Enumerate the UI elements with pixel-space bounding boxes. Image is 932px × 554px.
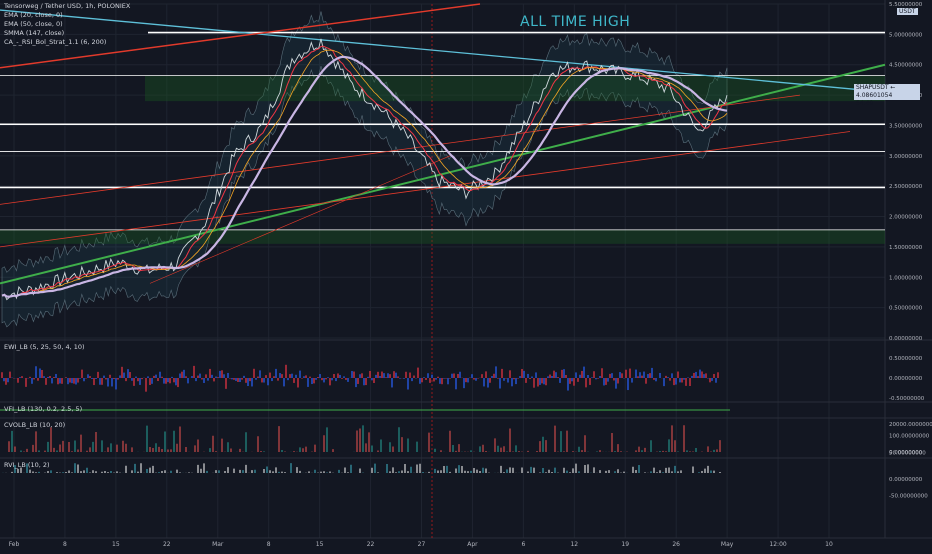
legend-item-strategy: CA_-_RSI_Bol_Strat_1.1 (6, 200): [4, 38, 107, 46]
legend: Tensorweg / Tether USD, 1h, POLONIEX EMA…: [4, 2, 130, 47]
price-tick-label: 1.00000000: [889, 275, 923, 281]
price-tick-label: 5.50000000: [889, 2, 923, 8]
legend-item-smma: SMMA (147, close): [4, 29, 65, 37]
legend-item-ema20: EMA (20, close, 0): [4, 11, 63, 19]
time-tick-label: 12: [570, 541, 578, 548]
time-tick-label: 22: [163, 541, 171, 548]
time-tick-label: 10: [825, 541, 833, 548]
rvi-tick-label: -50.00000000: [889, 494, 928, 500]
price-tick-label: 4.50000000: [889, 63, 923, 69]
cvol-tick-label: 0.00000000: [889, 450, 923, 456]
demand-zone: [145, 75, 885, 102]
indicator-label-cvol: CVOLB_LB (10, 20): [4, 421, 66, 429]
rvi-tick-label: 0.00000000: [889, 477, 923, 483]
indicator-label-ewi: EWI_LB (5, 25, 50, 4, 10): [4, 343, 85, 351]
support-zone: [0, 229, 885, 244]
time-tick-label: 15: [112, 541, 120, 548]
rvi-tick-label: 50.00000000: [889, 450, 926, 456]
time-tick-label: 6: [521, 541, 525, 548]
ewi-tick-label: 0.50000000: [889, 356, 923, 362]
horizontal-levels: [0, 31, 885, 231]
price-tick-label: 5.00000000: [889, 32, 923, 38]
rvi-tick-label: 100.00000000: [889, 434, 930, 440]
grid-layer: [0, 0, 932, 539]
symbol-title: Tensorweg / Tether USD, 1h, POLONIEX: [4, 2, 131, 10]
price-tick-label: 2.00000000: [889, 215, 923, 221]
time-axis: Feb 8 15 22 Mar 8 15 22 27 Apr 6 12 19 26 May 12:00 10: [9, 541, 833, 548]
time-tick-label: 22: [367, 541, 375, 548]
indicator-panels: [0, 364, 730, 473]
time-tick-label: 8: [63, 541, 67, 548]
currency-badge: USDT: [897, 8, 918, 15]
ema50-line: [1, 49, 728, 298]
time-tick-label: 12:00: [769, 541, 786, 548]
legend-item-ema50: EMA (50, close, 0): [4, 20, 63, 28]
price-line: [1, 38, 728, 301]
smma-line: [1, 55, 728, 298]
trendlines: [0, 3, 886, 285]
time-tick-label: 27: [418, 541, 426, 548]
green-trendline: [0, 63, 886, 285]
indicator-label-rvi: RVI_LB (10, 2): [4, 461, 50, 469]
ewi-tick-label: 0.00000000: [889, 376, 923, 382]
last-price-symbol: SHAPUSDT ← 4.08601054: [856, 84, 896, 99]
all-time-high-annotation: ALL TIME HIGH: [520, 14, 631, 30]
price-tick-label: 1.50000000: [889, 245, 923, 251]
time-tick-label: 15: [316, 541, 324, 548]
last-price-tag: SHAPUSDT ← 4.08601054 54:49: [854, 84, 920, 107]
time-tick-label: Feb: [9, 541, 20, 548]
price-tick-label: 0.00000000: [889, 336, 923, 342]
bollinger-band: [1, 11, 728, 328]
price-series: [1, 38, 728, 301]
red-trendline-top: [0, 3, 481, 69]
bollinger-layer: [0, 11, 885, 328]
red-trendline-mid: [0, 94, 801, 205]
ewi-tick-label: -0.50000000: [889, 396, 925, 402]
price-tick-label: 3.50000000: [889, 123, 923, 129]
time-tick-label: 8: [267, 541, 271, 548]
time-tick-label: Mar: [212, 541, 224, 548]
red-trendline-fan: [149, 155, 451, 284]
time-tick-label: May: [721, 541, 734, 548]
last-price-countdown: 54:49: [856, 100, 874, 107]
time-tick-label: Apr: [467, 541, 478, 548]
price-tick-label: 3.00000000: [889, 154, 923, 160]
time-tick-label: 26: [672, 541, 680, 548]
red-trendline-low: [0, 131, 851, 248]
indicator-label-vfi: VFI_LB (130, 0.2, 2.5, 5): [4, 405, 83, 413]
time-tick-label: 19: [621, 541, 629, 548]
price-tick-label: 2.50000000: [889, 184, 923, 190]
price-tick-label: 0.50000000: [889, 306, 923, 312]
cvol-tick-label: 20000.00000000: [889, 422, 932, 428]
blue-trendline: [0, 9, 886, 93]
price-axis: 5.500000005.000000004.500000004.00000000…: [889, 2, 932, 500]
